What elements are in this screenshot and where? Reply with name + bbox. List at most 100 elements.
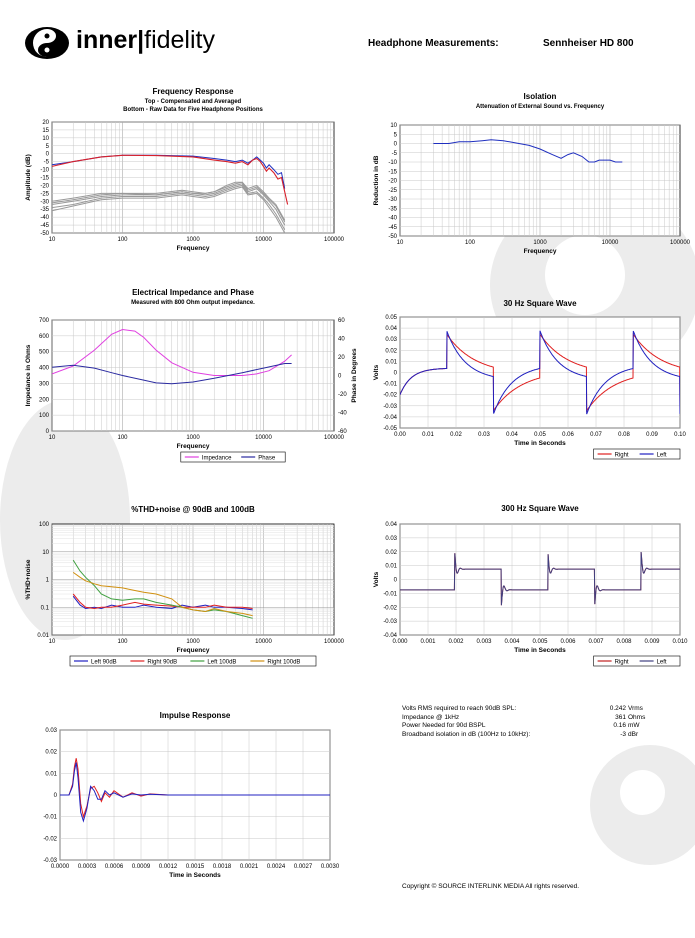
y-tick-label: -0.01 [43, 815, 57, 821]
y-tick-label: 20 [42, 120, 49, 126]
x-tick-label: 0.0015 [186, 864, 205, 870]
y-tick-label: -40 [388, 216, 397, 222]
series-line [52, 184, 286, 231]
watermark-disc-1-inner [545, 235, 625, 315]
specs-table: Volts RMS required to reach 90dB SPL: 0.2… [402, 705, 647, 739]
legend-box [180, 451, 286, 463]
y-tick-label: 0 [46, 152, 50, 158]
y-tick-label: 5 [46, 144, 50, 150]
series-line [52, 186, 286, 233]
y-tick-label: 0.02 [45, 750, 57, 756]
x-tick-label: 10 [49, 435, 56, 441]
y-axis-label: Amplitude (dB) [25, 154, 32, 201]
y-axis-label: %THD+noise [25, 559, 32, 599]
y-tick-label: -0.03 [43, 858, 57, 864]
y-tick-label: -0.05 [383, 426, 397, 432]
chart-title: Electrical Impedance and Phase [132, 288, 254, 297]
y2-tick-label: 0 [338, 374, 342, 380]
chart-legend: Right Left [593, 448, 681, 460]
x-tick-label: 0.0009 [132, 864, 151, 870]
x-axis-label: Frequency [524, 248, 557, 255]
watermark-disc-3-inner [620, 770, 665, 815]
y-tick-label: -45 [40, 223, 49, 229]
chart-subtitle: Measured with 800 Ohm output impedance. [131, 300, 255, 306]
y-tick-label: -25 [40, 191, 49, 197]
square-wave-300hz-chart: 300 Hz Square Wave 0.000 0.001 0.002 0.003 0.… [373, 504, 688, 667]
spec-value: 361 [615, 713, 626, 721]
x-tick-label: 100 [465, 240, 476, 246]
x-tick-label: 0.006 [560, 639, 576, 645]
x-axis-label: Frequency [177, 245, 210, 252]
y-tick-label: -0.03 [383, 619, 397, 625]
y-tick-label: 0 [394, 371, 398, 377]
y-axis-label: Reduction in dB [373, 155, 380, 205]
spec-row: Volts RMS required to reach 90dB SPL: 0.2… [402, 705, 647, 714]
x-tick-label: 0.09 [646, 432, 658, 438]
y2-tick-label: 60 [338, 318, 345, 324]
series-line [72, 593, 253, 610]
y-tick-label: 0.04 [385, 326, 397, 332]
x-tick-label: 0.06 [562, 432, 574, 438]
x-tick-label: 0.0006 [105, 864, 124, 870]
y-tick-label: 0.01 [45, 771, 57, 777]
y-tick-label: -25 [388, 188, 397, 194]
x-tick-label: 0.07 [590, 432, 602, 438]
x-tick-label: 0.010 [672, 639, 688, 645]
spec-unit: mW [628, 722, 640, 730]
legend-label: Impedance [202, 455, 232, 461]
y-tick-label: -10 [40, 168, 49, 174]
spec-row: Broadband isolation in dB (100Hz to 10kH… [402, 731, 647, 740]
chart-legend: Left 90dB Right 90dB Left 100dB Right 100dB [69, 655, 317, 667]
y-tick-label: 0.02 [385, 348, 397, 354]
y-tick-label: -5 [392, 151, 398, 157]
x-tick-label: 0.0003 [78, 864, 97, 870]
x-tick-label: 0.0000 [51, 864, 70, 870]
y-tick-label: 15 [42, 128, 49, 134]
y2-axis-label: Phase in Degrees [351, 348, 358, 403]
y-tick-label: 0.03 [385, 536, 397, 542]
series-line [433, 139, 623, 163]
y2-tick-label: 40 [338, 337, 345, 343]
legend-label: Right [615, 659, 629, 665]
y-tick-label: -0.04 [383, 415, 397, 421]
y-tick-label: 0.03 [45, 728, 57, 734]
x-tick-label: 0.0012 [159, 864, 178, 870]
isolation-chart: Isolation Attenuation of External Sound v… [373, 92, 691, 255]
y-tick-label: 0.01 [385, 359, 397, 365]
legend-label: Left [657, 659, 667, 665]
series-group [60, 758, 330, 823]
y-tick-label: -15 [40, 176, 49, 182]
x-tick-label: 10 [49, 639, 56, 645]
series-group [400, 551, 680, 606]
y-tick-label: -0.01 [383, 382, 397, 388]
spec-label: Impedance @ 1kHz [402, 713, 460, 721]
y-tick-label: 0 [46, 429, 50, 435]
series-line [400, 330, 680, 415]
x-tick-label: 0.0024 [267, 864, 286, 870]
series-line [72, 571, 253, 617]
legend-label: Phase [258, 455, 276, 461]
x-tick-label: 0.04 [506, 432, 518, 438]
y-tick-label: 10 [42, 136, 49, 142]
series-group [400, 330, 680, 415]
y-tick-label: -0.02 [383, 393, 397, 399]
x-tick-label: 0.00 [394, 432, 406, 438]
page-header-label: Headphone Measurements: [368, 38, 499, 49]
y-tick-label: -50 [388, 234, 397, 240]
chart-legend: Right Left [593, 655, 681, 667]
y-tick-label: -15 [388, 169, 397, 175]
y-axis-label: Volts [373, 571, 380, 587]
spec-value: 0.16 [613, 722, 626, 730]
x-tick-label: 1000 [186, 435, 200, 441]
chart-legend: Impedance Phase [180, 451, 286, 463]
x-tick-label: 100000 [324, 639, 345, 645]
y-tick-label: -20 [40, 183, 49, 189]
x-tick-label: 1000 [186, 639, 200, 645]
spec-row: Power Needed for 90d BSPL 0.16 mW [402, 722, 647, 731]
series-line [52, 328, 292, 376]
x-tick-label: 0.02 [450, 432, 462, 438]
page-header-model: Sennheiser HD 800 [543, 38, 634, 49]
x-tick-label: 0.08 [618, 432, 630, 438]
y-tick-label: 200 [39, 397, 50, 403]
impedance-phase-chart: Electrical Impedance and Phase Measured w… [25, 288, 358, 463]
